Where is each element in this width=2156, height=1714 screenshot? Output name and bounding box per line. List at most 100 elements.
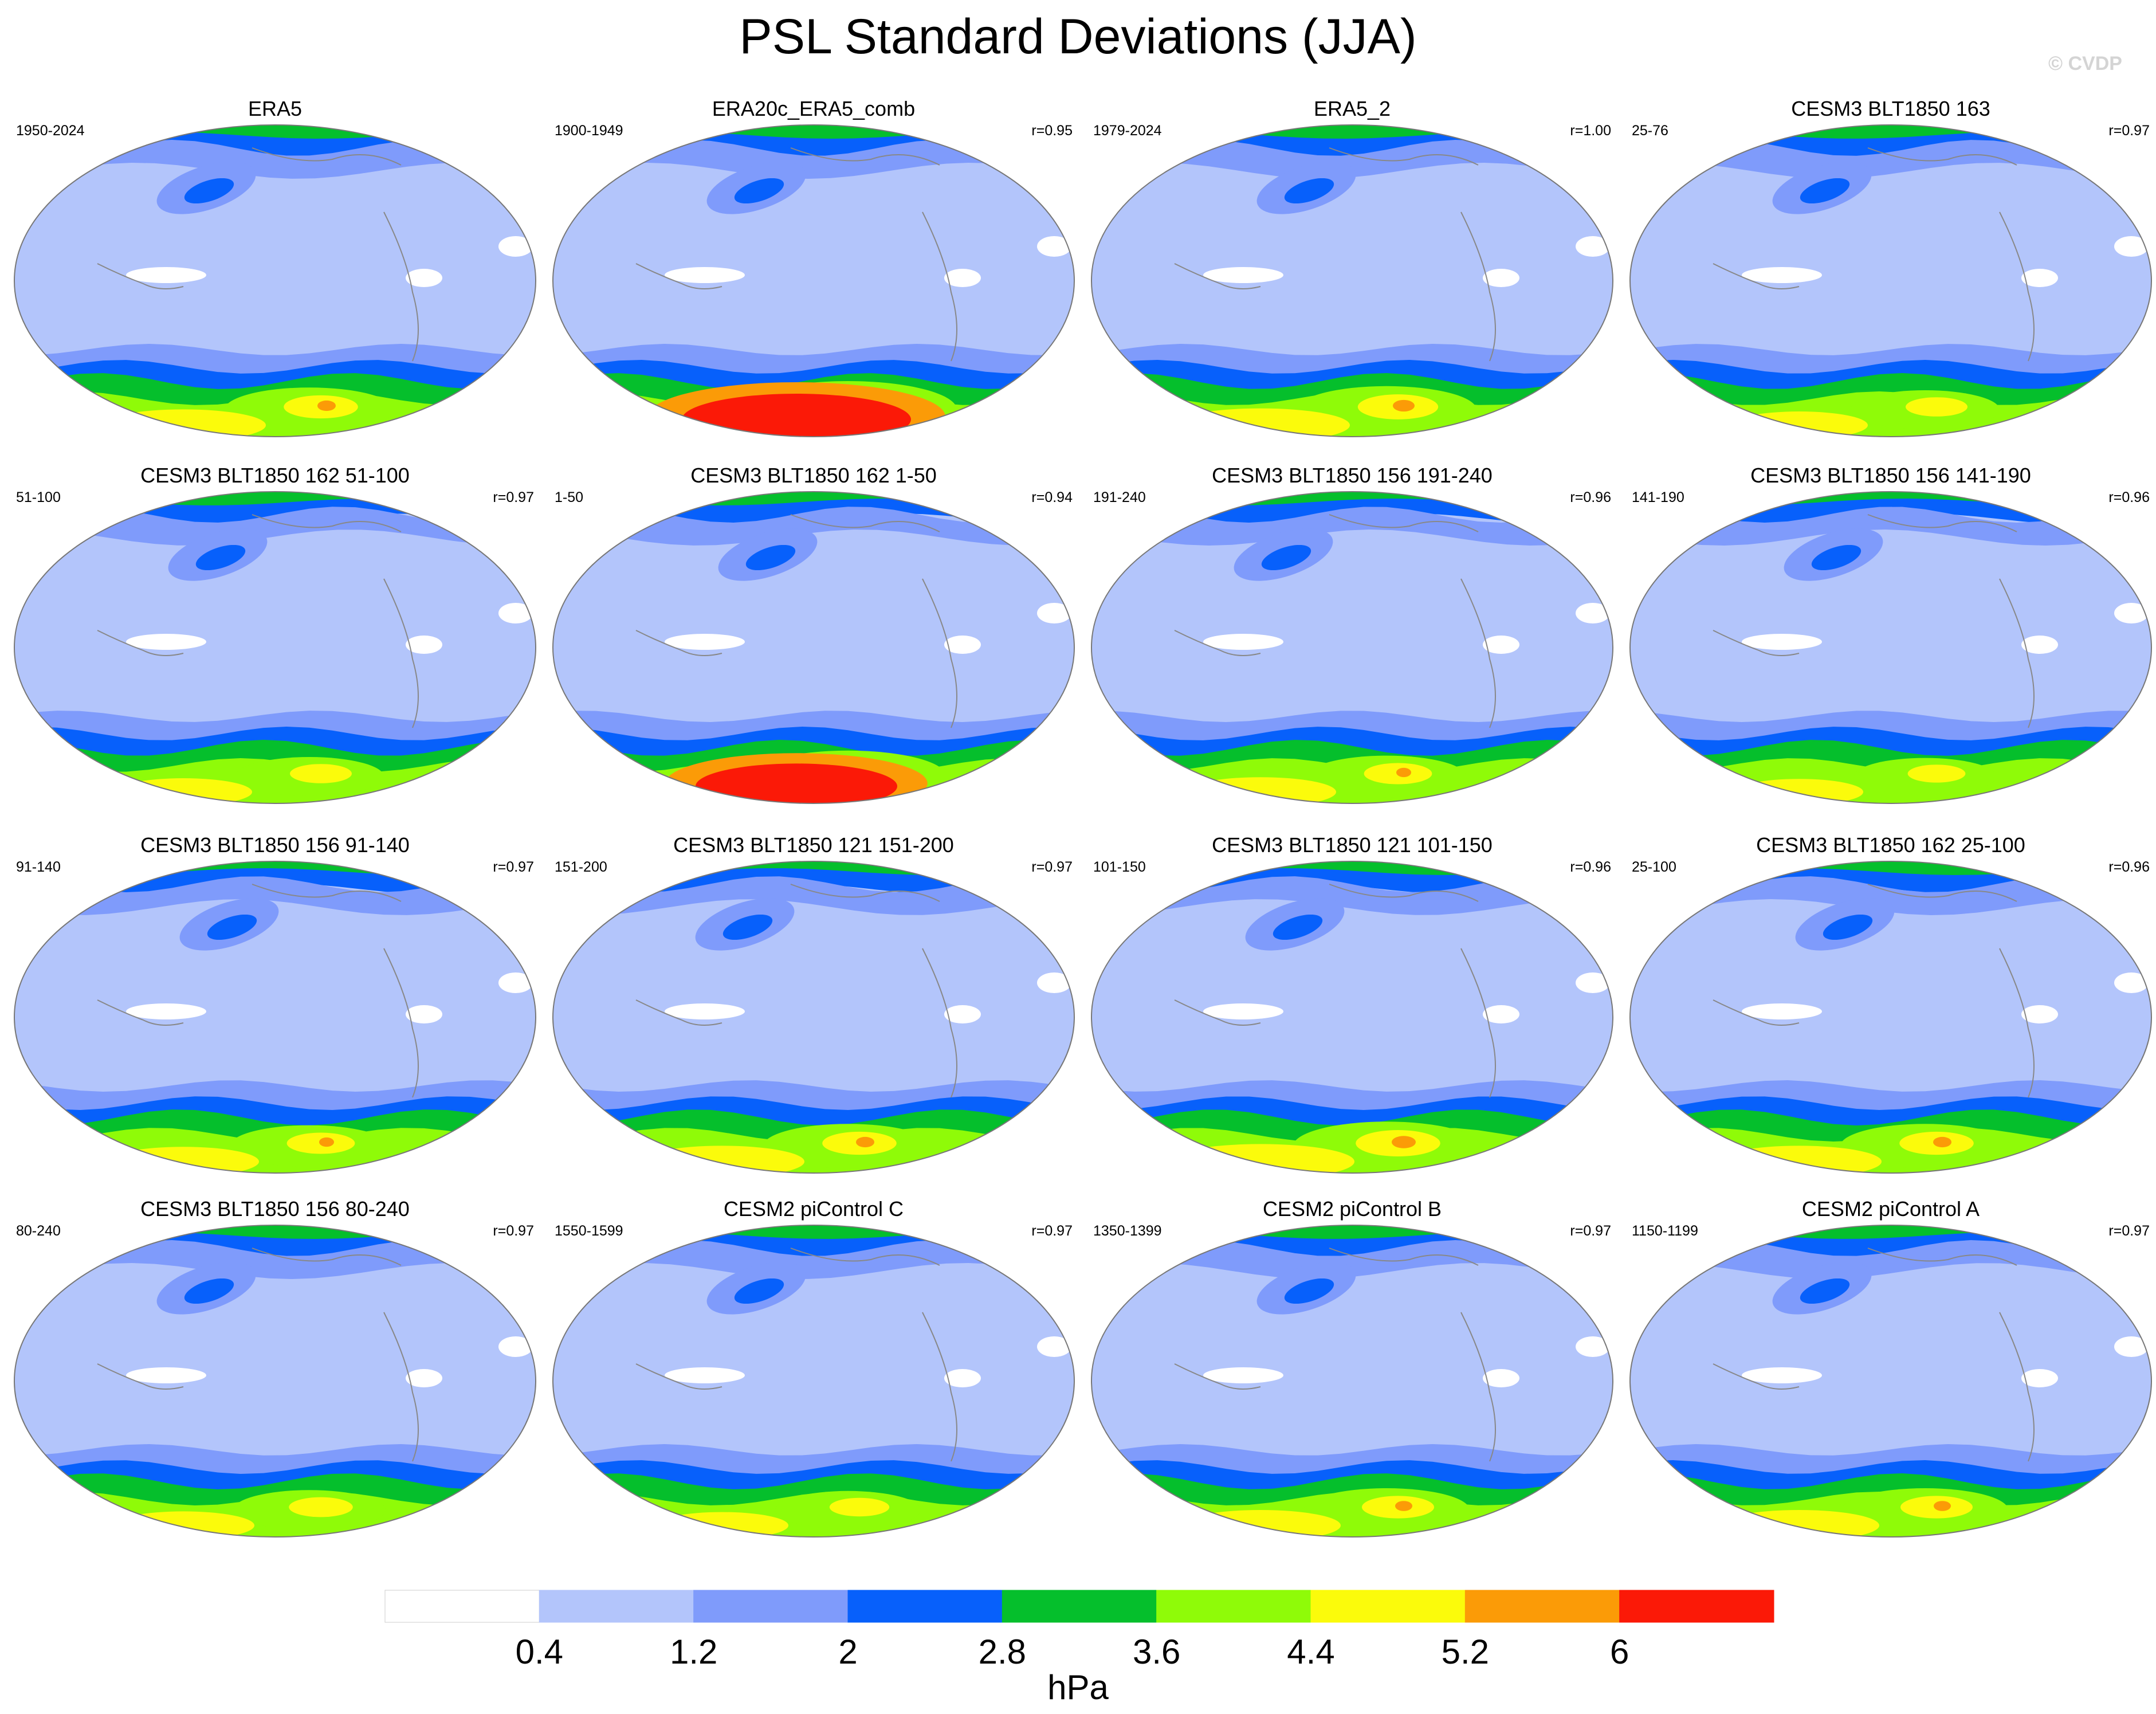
panel-period-label: 1979-2024 [1093,123,1162,139]
colorbar-swatch [693,1590,849,1623]
map-panel: ERA5 1950-2024 [6,97,544,464]
panel-period-label: 151-200 [555,859,607,875]
map-panel: CESM3 BLT1850 156 91-140 91-140 r=0.97 [6,834,544,1201]
map-panel: CESM3 BLT1850 156 141-190 141-190 r=0.96 [1621,464,2156,831]
panel-correlation-label: r=0.96 [2108,489,2150,505]
map-panel: CESM2 piControl A 1150-1199 r=0.97 [1621,1198,2156,1564]
colorbar-swatch [384,1590,540,1623]
panel-correlation-label: r=0.97 [1570,1223,1611,1239]
map-panel: CESM3 BLT1850 156 80-240 80-240 r=0.97 [6,1198,544,1564]
panel-period-label: 25-76 [1632,123,1668,139]
map-field [1630,861,2151,1173]
map-plot [13,491,537,804]
colorbar-swatch [1156,1590,1311,1623]
panel-period-label: 1550-1599 [555,1223,623,1239]
panel-period-label: 141-190 [1632,489,1684,505]
panel-correlation-label: r=0.97 [493,1223,534,1239]
map-plot [1090,491,1614,804]
panel-title: CESM3 BLT1850 156 91-140 [140,833,410,857]
panel-correlation-label: r=1.00 [1570,123,1611,139]
panel-correlation-label: r=0.97 [493,489,534,505]
panel-title: CESM3 BLT1850 121 151-200 [673,833,954,857]
map-panel: CESM2 piControl B 1350-1399 r=0.97 [1083,1198,1621,1564]
panel-correlation-label: r=0.94 [1031,489,1073,505]
map-outline [13,861,537,1174]
panel-period-label: 91-140 [16,859,61,875]
panel-period-label: 1350-1399 [1093,1223,1162,1239]
colorbar-swatch [539,1590,694,1623]
map-outline [552,1225,1075,1537]
colorbar-swatch [1002,1590,1157,1623]
panel-title: CESM3 BLT1850 162 51-100 [140,464,410,487]
map-plot [552,124,1075,437]
panel-period-label: 51-100 [16,489,61,505]
panel-title: ERA20c_ERA5_comb [712,97,916,120]
panel-correlation-label: r=0.97 [1031,1223,1073,1239]
map-outline [1090,124,1614,437]
map-outline [13,1225,537,1537]
panel-period-label: 101-150 [1093,859,1146,875]
panel-title: ERA5 [248,97,303,120]
map-panel: CESM3 BLT1850 163 25-76 r=0.97 [1621,97,2156,464]
page-title: PSL Standard Deviations (JJA) [739,9,1417,64]
map-plot [1629,124,2153,437]
map-outline [13,124,537,437]
panel-correlation-label: r=0.96 [1570,859,1611,875]
map-outline [1090,861,1614,1174]
map-outline [1629,491,2153,804]
map-panel: CESM3 BLT1850 162 25-100 25-100 r=0.96 [1621,834,2156,1201]
map-plot [13,1225,537,1537]
map-outline [1629,124,2153,437]
panel-title: CESM3 BLT1850 156 141-190 [1750,464,2031,487]
watermark: © CVDP [2048,53,2122,74]
panel-period-label: 80-240 [16,1223,61,1239]
colorbar-swatch [1464,1590,1620,1623]
map-plot [1090,861,1614,1174]
panel-title: CESM3 BLT1850 162 1-50 [690,464,937,487]
map-plot [552,491,1075,804]
colorbar-swatch [1310,1590,1466,1623]
map-outline [552,124,1075,437]
panel-title: CESM2 piControl C [723,1197,904,1221]
map-plot [552,861,1075,1174]
panel-period-label: 1900-1949 [555,123,623,139]
map-plot [1090,124,1614,437]
panel-correlation-label: r=0.95 [1031,123,1073,139]
panel-correlation-label: r=0.96 [2108,859,2150,875]
panel-title: ERA5_2 [1313,97,1391,120]
colorbar-tick-label: 2 [838,1633,857,1671]
map-panel: CESM3 BLT1850 121 151-200 151-200 r=0.97 [544,834,1083,1201]
map-panel: ERA5_2 1979-2024 r=1.00 [1083,97,1621,464]
map-panel: CESM2 piControl C 1550-1599 r=0.97 [544,1198,1083,1564]
panel-title: CESM3 BLT1850 156 80-240 [140,1197,410,1221]
panel-period-label: 191-240 [1093,489,1146,505]
map-outline [1090,491,1614,804]
colorbar-tick-label: 1.2 [670,1633,717,1671]
panel-period-label: 1150-1199 [1632,1223,1698,1239]
colorbar-swatch [1619,1590,1774,1623]
map-field [1630,125,2151,437]
map-plot [13,124,537,437]
panel-correlation-label: r=0.97 [2108,1223,2150,1239]
map-plot [552,1225,1075,1537]
colorbar-tick-label: 3.6 [1133,1633,1180,1671]
map-outline [552,491,1075,804]
map-panel: CESM3 BLT1850 121 101-150 101-150 r=0.96 [1083,834,1621,1201]
map-outline [13,491,537,804]
map-panel: ERA20c_ERA5_comb 1900-1949 r=0.95 [544,97,1083,464]
map-plot [1629,491,2153,804]
panel-correlation-label: r=0.97 [2108,123,2150,139]
panel-title: CESM2 piControl B [1262,1197,1442,1221]
map-panel: CESM3 BLT1850 156 191-240 191-240 r=0.96 [1083,464,1621,831]
panel-title: CESM3 BLT1850 162 25-100 [1756,833,2025,857]
map-plot [1629,861,2153,1174]
panel-title: CESM3 BLT1850 156 191-240 [1212,464,1493,487]
map-outline [552,861,1075,1174]
panel-period-label: 25-100 [1632,859,1676,875]
colorbar-tick-label: 6 [1610,1633,1629,1671]
map-outline [1090,1225,1614,1537]
panel-title: CESM2 piControl A [1801,1197,1980,1221]
map-plot [13,861,537,1174]
colorbar-tick-label: 5.2 [1442,1633,1489,1671]
panel-period-label: 1-50 [555,489,584,505]
